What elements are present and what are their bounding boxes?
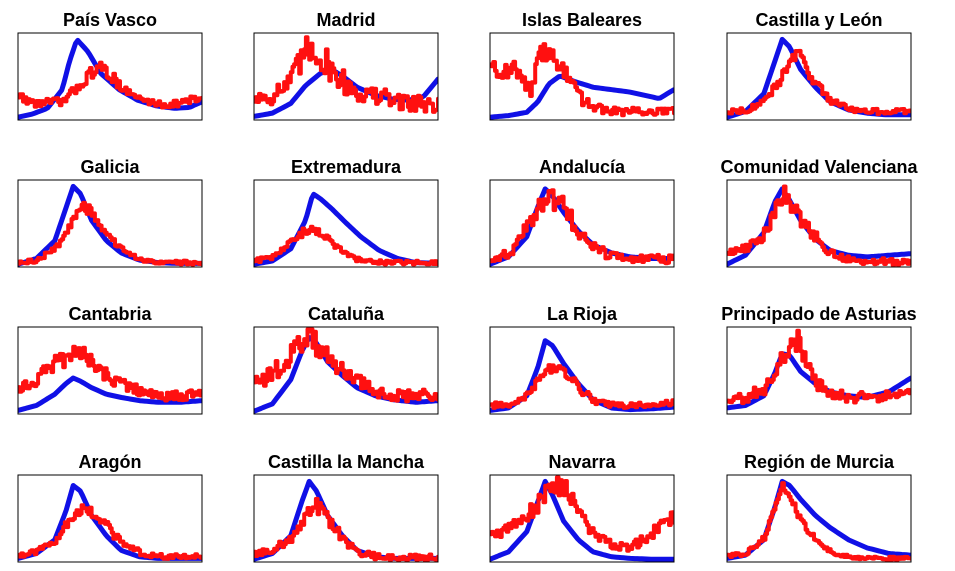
subplot: Cataluña xyxy=(253,304,439,415)
red-series-line xyxy=(254,224,438,267)
subplot: Andalucía xyxy=(489,157,675,268)
subplot: Navarra xyxy=(489,452,675,563)
axes-frame xyxy=(489,326,675,415)
red-series-line xyxy=(254,35,438,114)
subplot: La Rioja xyxy=(489,304,675,415)
blue-series-line xyxy=(18,375,202,413)
subplot-title: La Rioja xyxy=(547,304,618,324)
subplot-title: Principado de Asturias xyxy=(721,304,916,324)
red-series-line xyxy=(18,60,202,110)
subplot: Aragón xyxy=(17,452,203,563)
subplot: Cantabria xyxy=(17,304,203,415)
subplot-title: Navarra xyxy=(548,452,616,472)
red-series-line xyxy=(490,475,674,553)
axes-frame xyxy=(489,32,675,121)
subplot: Extremadura xyxy=(253,157,439,268)
red-series-line xyxy=(727,184,911,267)
axes-frame xyxy=(17,179,203,268)
red-series-line xyxy=(490,188,674,266)
red-series-line xyxy=(254,327,438,404)
red-series-line xyxy=(727,328,911,406)
axes-box xyxy=(489,179,675,268)
axes-frame xyxy=(726,326,912,415)
subplot-title: Madrid xyxy=(316,10,375,30)
red-series-line xyxy=(727,48,911,117)
axes-frame xyxy=(17,474,203,563)
subplot-title: Extremadura xyxy=(291,157,402,177)
red-series-line xyxy=(490,363,674,410)
subplot-title: Cantabria xyxy=(68,304,152,324)
subplot: País Vasco xyxy=(17,10,203,121)
axes-frame xyxy=(253,32,439,121)
subplot: Castilla la Mancha xyxy=(253,452,439,563)
subplot: Islas Baleares xyxy=(489,10,675,121)
subplot: Castilla y León xyxy=(726,10,912,121)
red-series-line xyxy=(490,42,674,118)
subplot-title: Aragón xyxy=(79,452,142,472)
subplot-title: Cataluña xyxy=(308,304,385,324)
axes-frame xyxy=(253,474,439,563)
red-series-line xyxy=(18,503,202,561)
axes-frame xyxy=(489,179,675,268)
red-series-line xyxy=(18,200,202,267)
axes-box xyxy=(253,474,439,563)
axes-frame xyxy=(726,474,912,563)
blue-series-line xyxy=(490,73,674,120)
subplot-title: Andalucía xyxy=(539,157,626,177)
subplot-title: Galicia xyxy=(80,157,140,177)
subplot-title: Región de Murcia xyxy=(744,452,895,472)
red-series-line xyxy=(18,344,202,403)
subplot-title: Comunidad Valenciana xyxy=(720,157,918,177)
axes-frame xyxy=(726,179,912,268)
subplot: Madrid xyxy=(253,10,439,121)
red-series-line xyxy=(727,481,911,562)
axes-frame xyxy=(253,179,439,268)
subplot: Comunidad Valenciana xyxy=(720,157,919,268)
axes-box xyxy=(726,179,912,268)
subplot-title: Castilla la Mancha xyxy=(268,452,425,472)
subplot: Región de Murcia xyxy=(726,452,912,563)
axes-frame xyxy=(253,326,439,415)
subplot-title: Islas Baleares xyxy=(522,10,642,30)
subplot: Galicia xyxy=(17,157,203,268)
axes-frame xyxy=(489,474,675,563)
subplot-title: Castilla y León xyxy=(755,10,882,30)
red-series-line xyxy=(254,496,438,562)
axes-frame xyxy=(17,32,203,121)
axes-frame xyxy=(17,326,203,415)
blue-series-line xyxy=(490,478,674,562)
axes-frame xyxy=(726,32,912,121)
subplot: Principado de Asturias xyxy=(721,304,917,415)
subplot-title: País Vasco xyxy=(63,10,157,30)
